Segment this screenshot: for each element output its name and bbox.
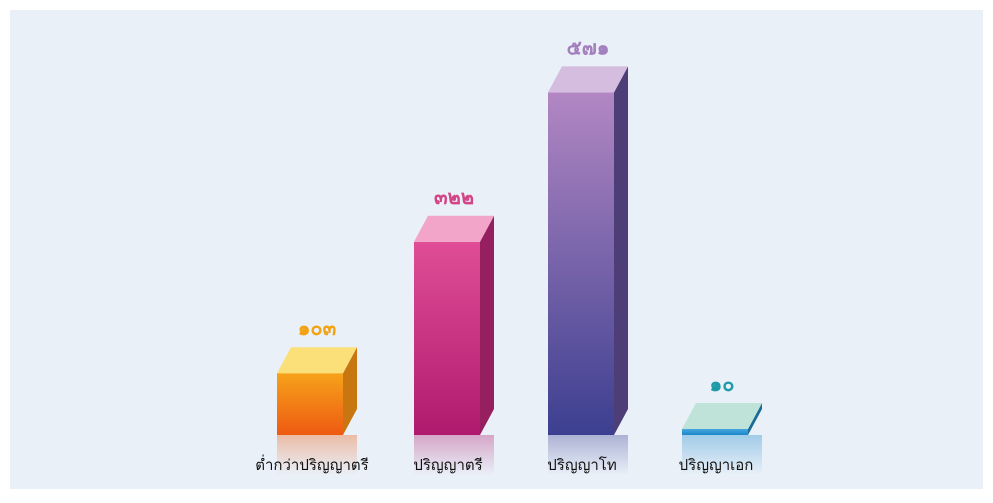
chart-background — [10, 10, 983, 489]
value-label: ๓๒๒ — [434, 185, 474, 209]
bar-side-face — [614, 66, 628, 436]
bar-top-face — [682, 403, 762, 429]
bar-reflection — [277, 435, 357, 475]
bar-side-face — [748, 403, 762, 435]
bar-1 — [277, 347, 357, 475]
value-label: ๑๐๓ — [298, 316, 337, 340]
bar-3 — [548, 66, 628, 475]
bar-reflection — [414, 435, 494, 475]
category-label: ปริญญาโท — [547, 456, 617, 474]
category-label: ต่ำกว่าปริญญาตรี — [255, 454, 368, 474]
bar-side-face — [480, 215, 494, 435]
bar-side-face — [343, 347, 357, 435]
category-label: ปริญญาตรี — [413, 456, 482, 474]
bar-4 — [682, 403, 762, 475]
value-label: ๑๐ — [710, 372, 735, 396]
bar-front-face — [277, 373, 343, 435]
bar-front-face — [548, 92, 614, 436]
bar-top-face — [277, 347, 357, 374]
bar-reflection — [682, 435, 762, 475]
bar-reflection — [548, 435, 628, 475]
bar-top-face — [548, 66, 628, 93]
value-label: ๕๗๑ — [567, 35, 610, 59]
category-label: ปริญญาเอก — [679, 456, 754, 474]
bar-top-face — [414, 215, 494, 242]
bar-2 — [414, 215, 494, 475]
bar-front-face — [414, 241, 480, 435]
bar-front-face — [682, 429, 748, 435]
